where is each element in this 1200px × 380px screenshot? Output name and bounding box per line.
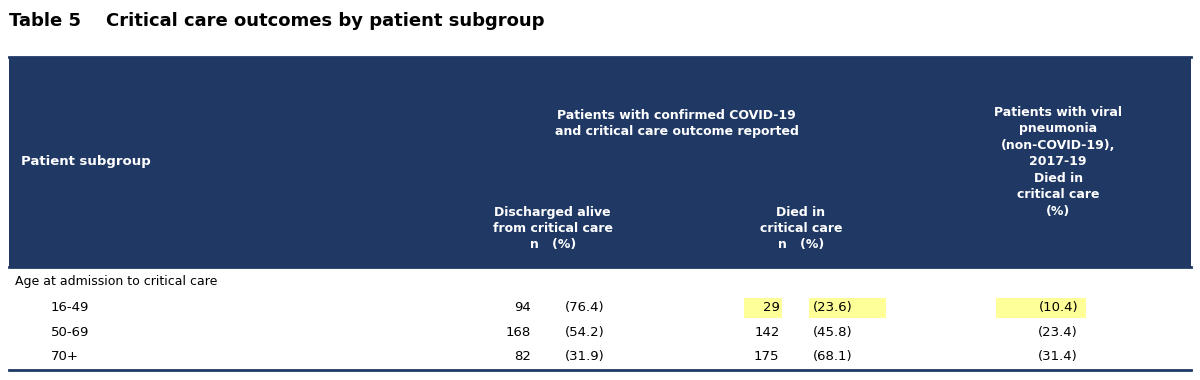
Text: 94: 94 bbox=[515, 301, 532, 315]
Text: (31.9): (31.9) bbox=[565, 350, 605, 363]
Text: 50-69: 50-69 bbox=[50, 326, 89, 339]
Text: (45.8): (45.8) bbox=[812, 326, 852, 339]
Text: (23.4): (23.4) bbox=[1038, 326, 1078, 339]
Text: 16-49: 16-49 bbox=[50, 301, 89, 315]
Text: (54.2): (54.2) bbox=[565, 326, 605, 339]
Text: Table 5    Critical care outcomes by patient subgroup: Table 5 Critical care outcomes by patien… bbox=[8, 12, 545, 30]
Text: 82: 82 bbox=[515, 350, 532, 363]
Bar bbox=[996, 298, 1086, 318]
Text: 142: 142 bbox=[754, 326, 780, 339]
Text: (23.6): (23.6) bbox=[812, 301, 853, 315]
Bar bbox=[744, 298, 782, 318]
Text: Age at admission to critical care: Age at admission to critical care bbox=[14, 275, 217, 288]
Text: (31.4): (31.4) bbox=[1038, 350, 1078, 363]
Text: Discharged alive
from critical care
n   (%): Discharged alive from critical care n (%… bbox=[493, 206, 613, 251]
Text: 29: 29 bbox=[763, 301, 780, 315]
Text: Died in
critical care
n   (%): Died in critical care n (%) bbox=[760, 206, 842, 251]
Bar bbox=[8, 57, 1192, 267]
Text: Patients with viral
pneumonia
(non-COVID-19),
2017-19
Died in
critical care
(%): Patients with viral pneumonia (non-COVID… bbox=[995, 106, 1122, 218]
Text: 175: 175 bbox=[754, 350, 780, 363]
Text: (76.4): (76.4) bbox=[565, 301, 605, 315]
Text: Patients with confirmed COVID-19
and critical care outcome reported: Patients with confirmed COVID-19 and cri… bbox=[554, 109, 799, 138]
Text: (68.1): (68.1) bbox=[812, 350, 852, 363]
Text: 70+: 70+ bbox=[50, 350, 78, 363]
Bar bbox=[809, 298, 886, 318]
Text: Patient subgroup: Patient subgroup bbox=[20, 155, 150, 168]
Text: (10.4): (10.4) bbox=[1038, 301, 1078, 315]
Text: 168: 168 bbox=[506, 326, 532, 339]
